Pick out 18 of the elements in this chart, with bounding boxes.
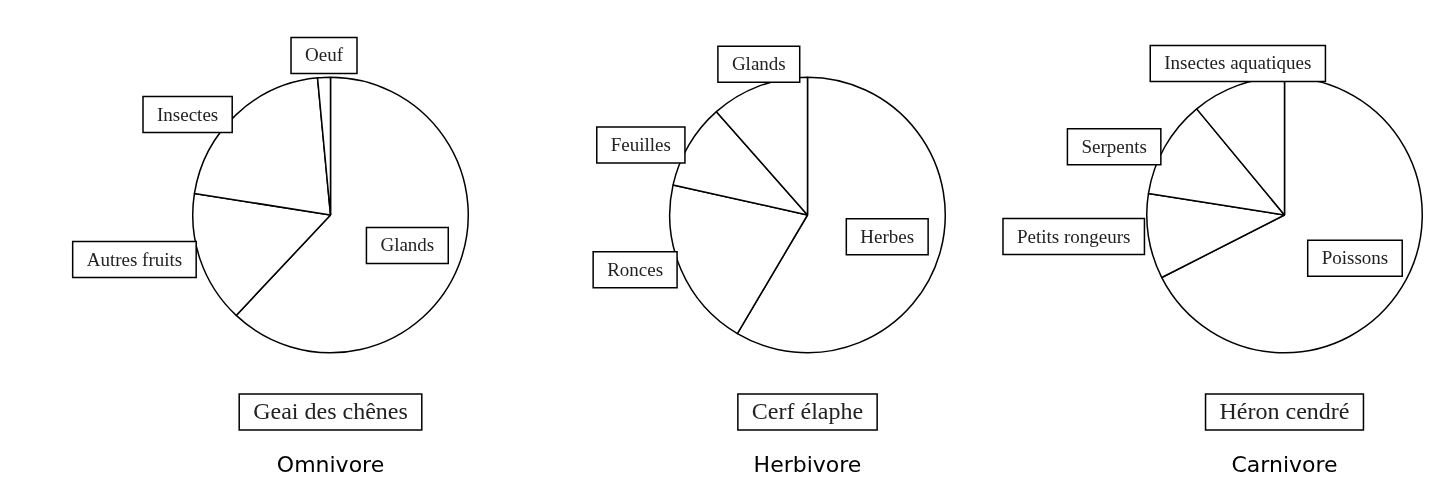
text: Omnivore — [276, 451, 385, 477]
slice-label: Oeuf — [305, 44, 344, 66]
slice-label: Glands — [380, 234, 435, 256]
text: Cerf élaphe — [751, 398, 864, 425]
slice-label: Herbes — [860, 225, 915, 247]
slice-label: Petits rongeurs — [1016, 225, 1131, 247]
slice-label: Insectes — [157, 103, 219, 125]
slice-label: Serpents — [1081, 135, 1147, 157]
text: Geai des chênes — [253, 398, 408, 425]
text: Carnivore — [1231, 451, 1338, 477]
slice-label: Feuilles — [610, 133, 671, 155]
slice-label: Ronces — [607, 258, 664, 280]
text: Herbivore — [753, 451, 862, 477]
slice-label: Poissons — [1321, 247, 1389, 269]
slice-label: Glands — [731, 53, 786, 75]
slice-label: Insectes aquatiques — [1164, 52, 1312, 74]
slice-label: Autres fruits — [86, 248, 183, 270]
text: Héron cendré — [1219, 398, 1350, 425]
